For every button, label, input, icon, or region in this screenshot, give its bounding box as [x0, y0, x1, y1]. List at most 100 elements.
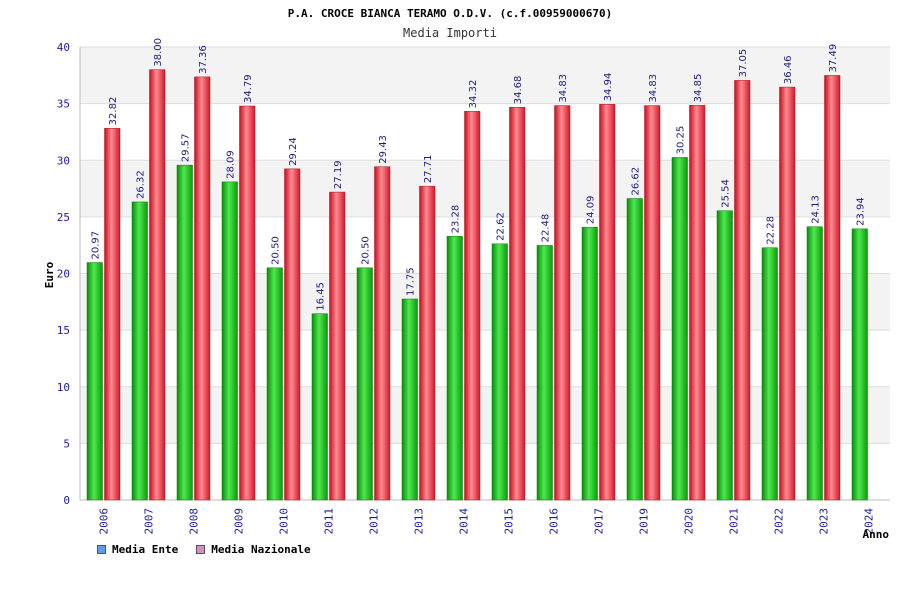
bars: [86, 69, 868, 501]
value-label: 34.32: [468, 80, 479, 109]
y-tick-label: 35: [57, 98, 70, 111]
x-tick-label: 2023: [818, 508, 831, 535]
value-label: 27.71: [423, 155, 434, 184]
bar-media-ente: [626, 198, 643, 501]
value-label: 34.94: [603, 73, 614, 102]
bar-media-nazionale: [779, 86, 796, 501]
x-axis-label: Anno: [863, 528, 890, 541]
bar-media-nazionale: [689, 105, 706, 501]
value-label: 28.09: [226, 150, 237, 179]
bar-media-ente: [536, 245, 553, 501]
y-tick-label: 5: [63, 437, 70, 450]
bar-media-ente: [266, 267, 283, 501]
value-label: 24.09: [586, 196, 597, 225]
x-tick-label: 2007: [143, 508, 156, 535]
bar-media-ente: [491, 243, 508, 501]
legend: Media Ente Media Nazionale: [97, 543, 311, 556]
chart-title: P.A. CROCE BIANCA TERAMO O.D.V. (c.f.009…: [288, 7, 613, 20]
y-tick-label: 20: [57, 268, 70, 281]
bar-media-ente: [671, 157, 688, 501]
grid-lines: [79, 46, 890, 501]
value-label: 29.24: [288, 137, 299, 166]
bar-media-ente: [716, 210, 733, 501]
value-labels: 20.97 32.82 26.32 38.00 29.57 37.36 28.09 34.79…: [91, 38, 867, 311]
value-label: 30.25: [676, 126, 687, 155]
bar-media-ente: [86, 262, 103, 501]
x-tick-label: 2017: [593, 508, 606, 535]
value-label: 32.82: [108, 97, 119, 126]
plot-band: [80, 443, 890, 500]
plot-band: [80, 386, 890, 444]
x-tick-label: 2022: [773, 508, 786, 535]
bar-media-ente: [761, 247, 778, 501]
plot-band: [80, 47, 890, 104]
y-tick-label: 10: [57, 381, 70, 394]
bar-media-nazionale: [104, 128, 121, 501]
x-tick-label: 2015: [503, 508, 516, 535]
x-tick-label: 2024: [863, 508, 876, 535]
value-label: 36.46: [783, 55, 794, 84]
bar-media-nazionale: [509, 106, 526, 501]
x-tick-label: 2008: [188, 508, 201, 535]
bar-media-nazionale: [149, 69, 166, 501]
y-axis-label: Euro: [43, 261, 56, 288]
value-label: 16.45: [316, 282, 327, 311]
y-axis-ticks: 0 5 10 15 20 25 30 35 40: [57, 41, 70, 507]
plot-background: [80, 47, 890, 500]
value-label: 38.00: [153, 38, 164, 67]
x-axis-ticks: 2006 2007 2008 2009 2010 2011 2012 2013 2014 2015…: [98, 508, 876, 535]
value-label: 22.48: [541, 214, 552, 243]
value-label: 34.83: [648, 74, 659, 103]
legend-item-media-ente: Media Ente: [97, 543, 178, 556]
y-tick-label: 30: [57, 154, 70, 167]
y-tick-label: 0: [63, 494, 70, 507]
value-label: 24.13: [811, 195, 822, 224]
plot-band: [80, 330, 890, 387]
bar-media-nazionale: [734, 80, 751, 501]
plot-band: [80, 103, 890, 161]
x-tick-label: 2019: [638, 508, 651, 535]
bar-media-nazionale: [554, 105, 571, 501]
bar-media-nazionale: [194, 76, 211, 501]
value-label: 37.05: [738, 49, 749, 78]
bar-media-nazionale: [239, 105, 256, 501]
value-label: 23.94: [856, 197, 867, 226]
legend-swatch-media-ente: [97, 545, 106, 554]
bar-media-nazionale: [644, 105, 661, 501]
bar-media-nazionale: [419, 185, 436, 501]
value-label: 20.50: [361, 236, 372, 265]
value-label: 34.68: [513, 76, 524, 105]
legend-swatch-media-nazionale: [196, 545, 206, 554]
value-label: 27.19: [333, 160, 344, 189]
value-label: 22.28: [766, 216, 777, 245]
legend-item-media-nazionale: Media Nazionale: [196, 543, 311, 556]
value-label: 26.62: [631, 167, 642, 196]
bar-media-nazionale: [284, 168, 301, 501]
bar-media-ente: [851, 228, 868, 501]
legend-label-media-ente: Media Ente: [112, 543, 179, 556]
bar-media-ente: [446, 236, 463, 501]
y-tick-label: 25: [57, 211, 70, 224]
bar-media-nazionale: [824, 75, 841, 501]
bar-media-ente: [806, 226, 823, 501]
x-tick-label: 2012: [368, 508, 381, 535]
value-label: 34.79: [243, 74, 254, 103]
bar-media-ente: [581, 226, 598, 501]
value-label: 23.28: [451, 205, 462, 234]
bar-media-ente: [356, 267, 373, 501]
plot-band: [80, 216, 890, 274]
x-tick-label: 2011: [323, 508, 336, 535]
chart-subtitle: Media Importi: [403, 26, 497, 40]
value-label: 37.49: [828, 44, 839, 73]
bar-media-nazionale: [374, 166, 391, 501]
plot-band: [80, 273, 890, 331]
x-tick-label: 2013: [413, 508, 426, 535]
value-label: 29.57: [181, 133, 192, 162]
value-label: 37.36: [198, 45, 209, 74]
y-tick-label: 15: [57, 324, 70, 337]
value-label: 26.32: [136, 170, 147, 199]
bar-media-nazionale: [599, 104, 616, 501]
bar-media-ente: [176, 164, 193, 501]
x-tick-label: 2014: [458, 508, 471, 535]
